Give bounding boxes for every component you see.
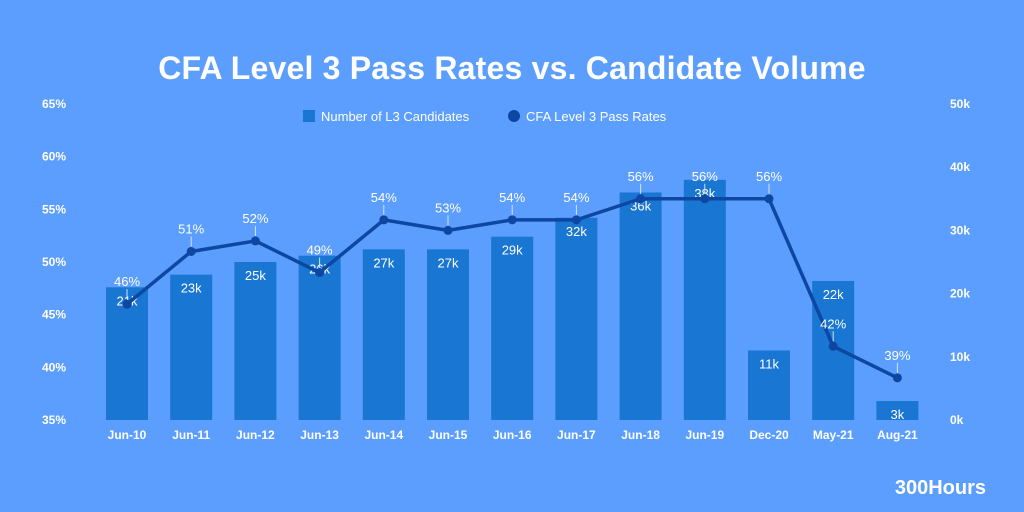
bar: [619, 192, 662, 420]
line-data-label: 51%: [178, 221, 204, 236]
category-label: Jun-12: [236, 428, 275, 442]
legend-label-line: CFA Level 3 Pass Rates: [526, 109, 667, 124]
pass-rate-point: [250, 236, 260, 246]
left-tick-label: 55%: [42, 202, 66, 216]
bar-data-label: 27k: [438, 255, 459, 270]
line-data-label: 54%: [371, 190, 397, 205]
bar: [170, 274, 213, 420]
category-label: Jun-10: [108, 428, 147, 442]
line-series: 46% 51% 52% 49% 54% 53% 54% 54% 56% 56% 56% 42% 39%: [114, 169, 911, 383]
line-data-label: 53%: [435, 200, 461, 215]
category-axis: Jun-10 Jun-11 Jun-12 Jun-13 Jun-14 Jun-15 Jun-…: [108, 428, 918, 442]
line-data-label: 49%: [307, 243, 333, 258]
bar: [234, 262, 277, 420]
category-label: Jun-15: [429, 428, 468, 442]
pass-rate-point: [764, 194, 774, 204]
right-tick-label: 10k: [950, 350, 970, 364]
category-label: Jun-18: [621, 428, 660, 442]
line-data-label: 54%: [563, 190, 589, 205]
bar: [683, 179, 726, 420]
legend-swatch-bar: [303, 110, 315, 122]
pass-rate-point: [443, 225, 453, 235]
right-axis: 0k 10k 20k 30k 40k 50k: [950, 97, 970, 427]
pass-rate-point: [636, 194, 646, 204]
left-tick-label: 65%: [42, 97, 66, 111]
legend: Number of L3 Candidates CFA Level 3 Pass …: [303, 109, 667, 124]
pass-rate-point: [186, 246, 196, 256]
category-label: Aug-21: [877, 428, 918, 442]
line-data-label: 46%: [114, 274, 140, 289]
chart-title: CFA Level 3 Pass Rates vs. Candidate Vol…: [158, 50, 866, 86]
pass-rate-point: [122, 299, 132, 309]
bar: [555, 217, 598, 420]
category-label: Jun-14: [364, 428, 403, 442]
bar-data-label: 23k: [181, 281, 202, 296]
line-data-label: 52%: [242, 211, 268, 226]
category-label: Dec-20: [749, 428, 789, 442]
right-tick-label: 20k: [950, 287, 970, 301]
pass-rate-point: [700, 194, 710, 204]
right-tick-label: 30k: [950, 223, 970, 237]
left-tick-label: 40%: [42, 360, 66, 374]
pass-rate-point: [507, 215, 517, 225]
bar-data-label: 11k: [759, 356, 779, 371]
left-tick-label: 35%: [42, 413, 66, 427]
bar: [748, 350, 790, 420]
bar: [427, 249, 469, 420]
brand-logo: 300Hours: [894, 477, 986, 499]
left-axis: 35% 40% 45% 50% 55% 60% 65%: [42, 97, 66, 427]
line-data-label: 54%: [499, 190, 525, 205]
category-label: Jun-17: [557, 428, 596, 442]
line-data-label: 56%: [628, 169, 654, 184]
pass-rate-point: [379, 215, 389, 225]
legend-swatch-line: [508, 110, 520, 122]
pass-rate-point: [571, 215, 581, 225]
category-label: Jun-19: [685, 428, 724, 442]
bar: [362, 249, 405, 420]
bar: [106, 287, 148, 420]
bar-data-label: 32k: [566, 224, 587, 239]
bar: [298, 255, 341, 420]
right-tick-label: 50k: [950, 97, 970, 111]
pass-rate-point: [828, 341, 838, 351]
line-data-label: 56%: [692, 169, 718, 184]
bar-data-label: 29k: [502, 243, 523, 258]
left-tick-label: 60%: [42, 150, 66, 164]
bar-series: 21k23k25k26k27k27k29k32k36k38k11k22k3k: [106, 179, 919, 422]
right-tick-label: 0k: [950, 413, 964, 427]
category-label: Jun-13: [300, 428, 339, 442]
category-label: May-21: [813, 428, 854, 442]
right-tick-label: 40k: [950, 160, 970, 174]
bar: [876, 401, 919, 420]
bar-data-label: 25k: [245, 268, 266, 283]
legend-label-bar: Number of L3 Candidates: [321, 109, 470, 124]
pass-rate-point: [315, 268, 325, 278]
category-label: Jun-11: [172, 428, 210, 442]
bar-data-label: 27k: [373, 255, 394, 270]
category-label: Jun-16: [493, 428, 532, 442]
line-data-label: 42%: [820, 316, 846, 331]
pass-rate-point: [892, 373, 902, 383]
line-data-label: 39%: [884, 348, 910, 363]
bar-data-label: 22k: [823, 287, 844, 302]
left-tick-label: 45%: [42, 308, 66, 322]
line-data-label: 56%: [756, 169, 782, 184]
bar-data-label: 3k: [891, 407, 905, 422]
bar: [491, 236, 534, 420]
left-tick-label: 50%: [42, 255, 66, 269]
